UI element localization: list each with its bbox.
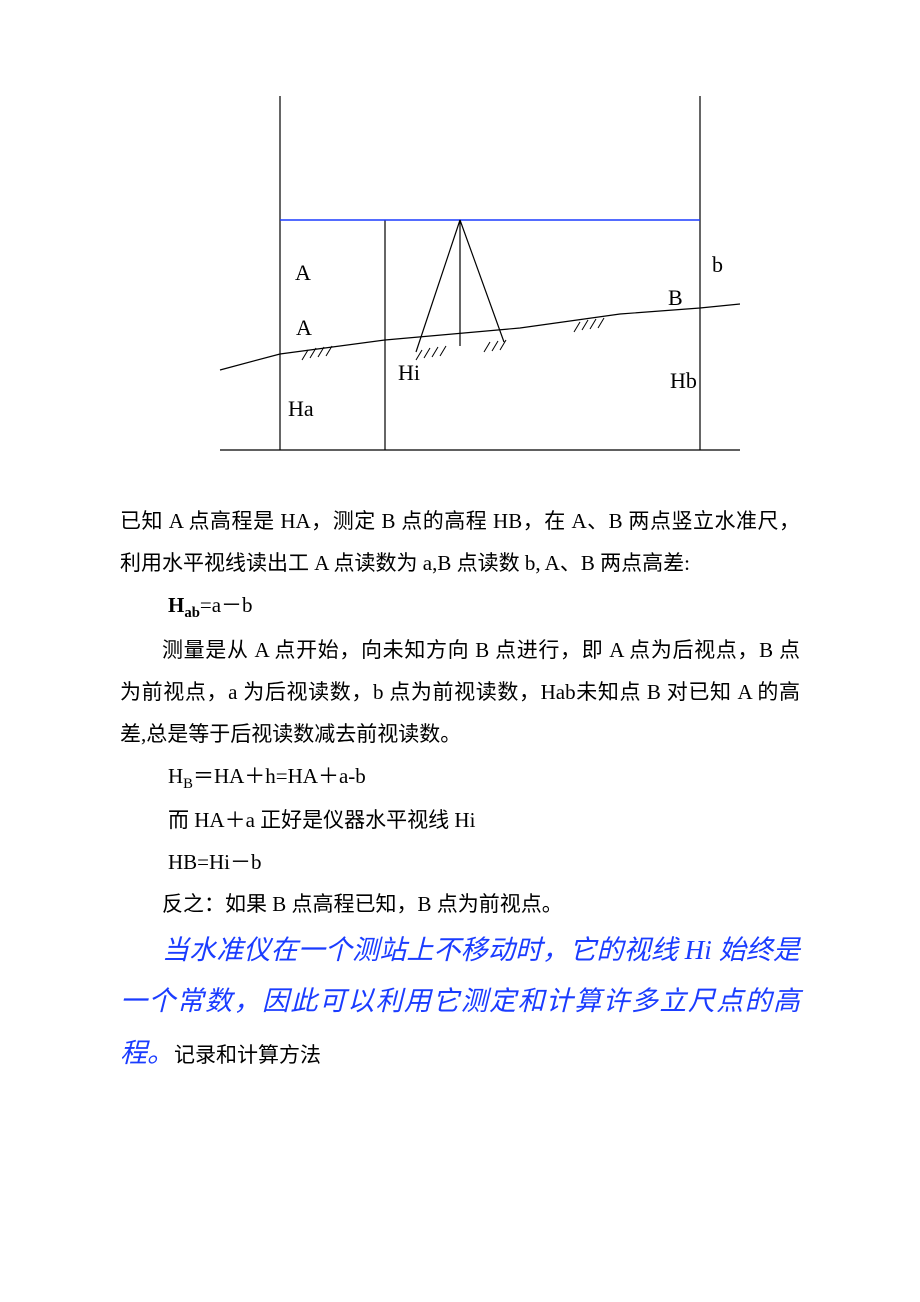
f1-sub: ab: [184, 605, 200, 621]
emphasis-paragraph: 当水准仪在一个测站上不移动时，它的视线 Hi 始终是一个常数，因此可以利用它测定…: [120, 925, 800, 1079]
label-A-upper: A: [295, 260, 311, 285]
ground-hatch-2: [416, 340, 506, 360]
document-page: A A b B Hi Ha Hb 已知 A 点高程是 HA，测定 B 点的高程 …: [0, 0, 920, 1302]
label-Hi: Hi: [398, 360, 420, 385]
f2-suffix: ＝HA＋h=HA＋a-b: [193, 764, 366, 788]
explain-paragraph: 测量是从 A 点开始，向未知方向 B 点进行，即 A 点为后视点，B 点为前视点…: [120, 629, 800, 755]
reverse-note: 反之：如果 B 点高程已知，B 点为前视点。: [120, 883, 800, 925]
f2-prefix: H: [168, 764, 183, 788]
leveling-diagram: A A b B Hi Ha Hb: [180, 90, 740, 460]
label-Hb: Hb: [670, 368, 697, 393]
f1-suffix: =a－b: [200, 593, 253, 617]
f2-sub: B: [183, 776, 193, 792]
f1-prefix: H: [168, 593, 184, 617]
formula-hb-hi: HB=Hi－b: [120, 841, 800, 883]
tail-text: 记录和计算方法: [174, 1043, 321, 1067]
leveling-diagram-container: A A b B Hi Ha Hb: [180, 90, 740, 460]
label-Ha: Ha: [288, 396, 314, 421]
formula-hb: HB＝HA＋h=HA＋a-b: [120, 755, 800, 800]
label-B-marker: B: [668, 285, 683, 310]
label-b-upper: b: [712, 252, 723, 277]
formula-hab: Hab=a－b: [120, 584, 800, 629]
intro-paragraph: 已知 A 点高程是 HA，测定 B 点的高程 HB，在 A、B 两点竖立水准尺，…: [120, 500, 800, 584]
level-instrument: [416, 220, 504, 352]
formula-hi-note: 而 HA＋a 正好是仪器水平视线 Hi: [120, 799, 800, 841]
label-A-marker: A: [296, 315, 312, 340]
